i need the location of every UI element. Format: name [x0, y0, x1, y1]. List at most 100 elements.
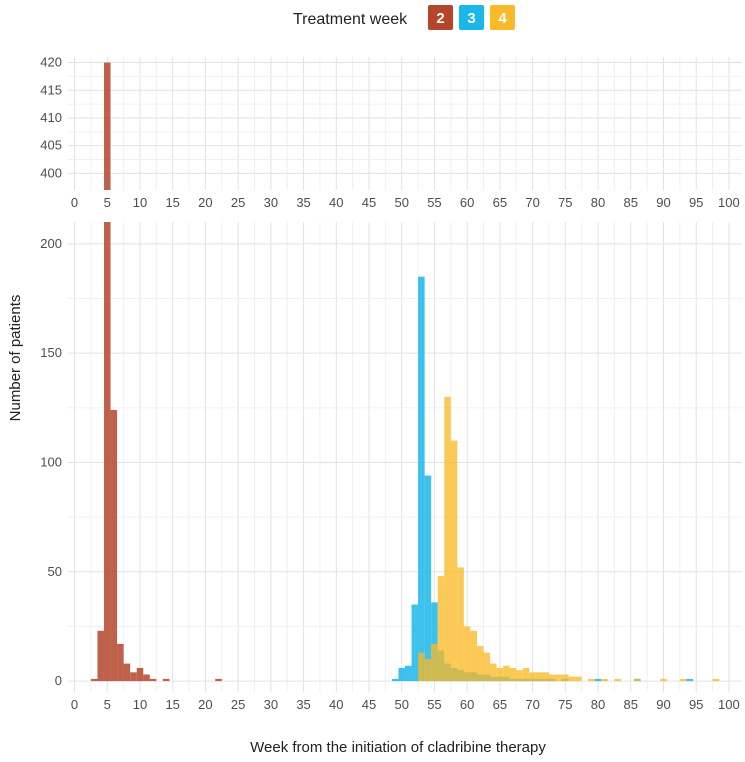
x-tick-label: 60 [460, 195, 474, 210]
x-tick-label: 75 [558, 195, 572, 210]
x-tick-label: 50 [394, 195, 408, 210]
bar-series-3-week-52 [411, 604, 419, 682]
x-tick-label: 85 [624, 195, 638, 210]
bar-series-4-week-70 [529, 672, 536, 682]
x-tick-label: 20 [198, 195, 212, 210]
lower-panel: 0 50 100 150 200 0 5 10 15 20 25 30 35 40 45 50 55 60 65 7… [40, 222, 742, 712]
x-axis-title: Week from the initiation of cladribine t… [250, 739, 546, 756]
bar-series-4-week-76 [568, 676, 576, 682]
bar-series-4-week-59 [457, 567, 464, 682]
bar-series-3-week-94 [686, 678, 693, 682]
legend-swatch-3 [459, 5, 484, 30]
x-tick-label: 75 [558, 697, 572, 712]
bar-series-4-week-72 [542, 672, 549, 682]
x-tick-label: 70 [525, 195, 539, 210]
x-tick-label: 20 [198, 697, 212, 712]
x-tick-label: 30 [264, 195, 278, 210]
bar-series-4-week-55 [431, 643, 438, 682]
x-tick-label: 95 [689, 195, 703, 210]
bar-series-3-week-49 [391, 678, 399, 682]
x-tick-label: 65 [493, 195, 507, 210]
x-tick-label: 10 [133, 697, 147, 712]
series-3 [391, 276, 693, 682]
x-tick-label: 40 [329, 195, 343, 210]
x-tick-label: 55 [427, 195, 441, 210]
legend-label-4: 4 [498, 10, 507, 27]
legend: Treatment week 2 3 4 [293, 5, 515, 30]
x-tick-label: 70 [525, 697, 539, 712]
bar-series-4-week-66 [503, 665, 510, 682]
bar-series-2-week-11 [143, 674, 150, 682]
x-tick-label: 0 [71, 697, 78, 712]
bar-series-3-week-51 [405, 665, 412, 682]
bar-series-4-week-86 [634, 678, 641, 682]
x-tick-label: 30 [264, 697, 278, 712]
y-tick-label: 400 [40, 165, 62, 180]
bar-series-4-week-98 [712, 678, 720, 682]
legend-swatch-4 [490, 5, 515, 30]
bar-series-4-week-93 [679, 678, 687, 682]
bar-series-4-week-63 [483, 652, 491, 682]
y-tick-label: 150 [40, 345, 62, 360]
legend-label-3: 3 [467, 10, 475, 27]
legend-swatch-2 [428, 5, 453, 30]
bar-series-2-week-5 [103, 222, 111, 682]
y-tick-label: 410 [40, 110, 62, 125]
bar-series-4-week-65 [496, 667, 504, 682]
bar-series-4-week-53 [418, 652, 425, 682]
bar-series-4-week-90 [660, 678, 667, 682]
x-tick-label: 65 [493, 697, 507, 712]
x-tick-label: 50 [394, 697, 408, 712]
bar-series-4-week-73 [548, 674, 556, 682]
y-tick-label: 50 [48, 564, 62, 579]
bar-series-3-week-80 [594, 678, 602, 682]
x-tick-label: 45 [362, 195, 376, 210]
bar-series-4-week-58 [450, 440, 458, 682]
series-2 [90, 222, 222, 682]
bar-series-4-week-64 [490, 663, 497, 682]
bar-series-2-week-8 [123, 663, 131, 682]
bar-series-4-week-79 [588, 678, 595, 682]
x-tick-label: 45 [362, 697, 376, 712]
upper-panel: 400 405 410 415 420 0 5 10 15 20 25 30 35 40 45 50 55 60… [40, 55, 742, 210]
bar-series-2-week-12 [149, 678, 157, 682]
bar-series-4-week-56 [437, 576, 445, 682]
x-tick-label: 25 [231, 697, 245, 712]
x-tick-label: 15 [165, 697, 179, 712]
bar-series-2-week-3 [90, 678, 98, 682]
bar-series-2-week-7 [117, 643, 124, 682]
x-tick-label: 100 [718, 697, 740, 712]
bar-series-2-week-14 [162, 678, 170, 682]
x-tick-label: 80 [591, 697, 605, 712]
x-tick-label: 85 [624, 697, 638, 712]
x-tick-label: 35 [296, 697, 310, 712]
legend-label-2: 2 [436, 10, 444, 27]
bar-series-4-week-69 [522, 667, 530, 682]
x-tick-label: 25 [231, 195, 245, 210]
x-tick-label: 55 [427, 697, 441, 712]
bar-series-2-week-10 [136, 667, 144, 682]
y-tick-label: 420 [40, 55, 62, 70]
x-tick-label: 5 [104, 195, 111, 210]
y-tick-label: 415 [40, 82, 62, 97]
bar-series-3-week-55 [431, 602, 438, 682]
bar-series-4-week-60 [463, 626, 471, 682]
x-tick-label: 80 [591, 195, 605, 210]
y-tick-label: 405 [40, 138, 62, 153]
bar-series-4-week-61 [470, 630, 477, 682]
bar-series-4-week-54 [424, 659, 432, 682]
bar-series-2-week-5 [103, 62, 111, 190]
y-axis-title: Number of patients [7, 295, 24, 422]
bar-series-2-week-22 [215, 678, 222, 682]
bar-series-2-week-6 [110, 410, 118, 682]
x-tick-label: 60 [460, 697, 474, 712]
bar-series-2-week-4 [97, 630, 104, 682]
y-tick-label: 0 [55, 673, 62, 688]
bar-series-4-week-77 [575, 676, 582, 682]
bar-series-3-week-53 [418, 276, 425, 682]
bar-series-4-week-83 [614, 678, 621, 682]
x-tick-label: 5 [104, 697, 111, 712]
bar-series-3-week-50 [398, 667, 405, 682]
series-4 [418, 396, 720, 682]
bar-series-4-week-75 [562, 674, 569, 682]
